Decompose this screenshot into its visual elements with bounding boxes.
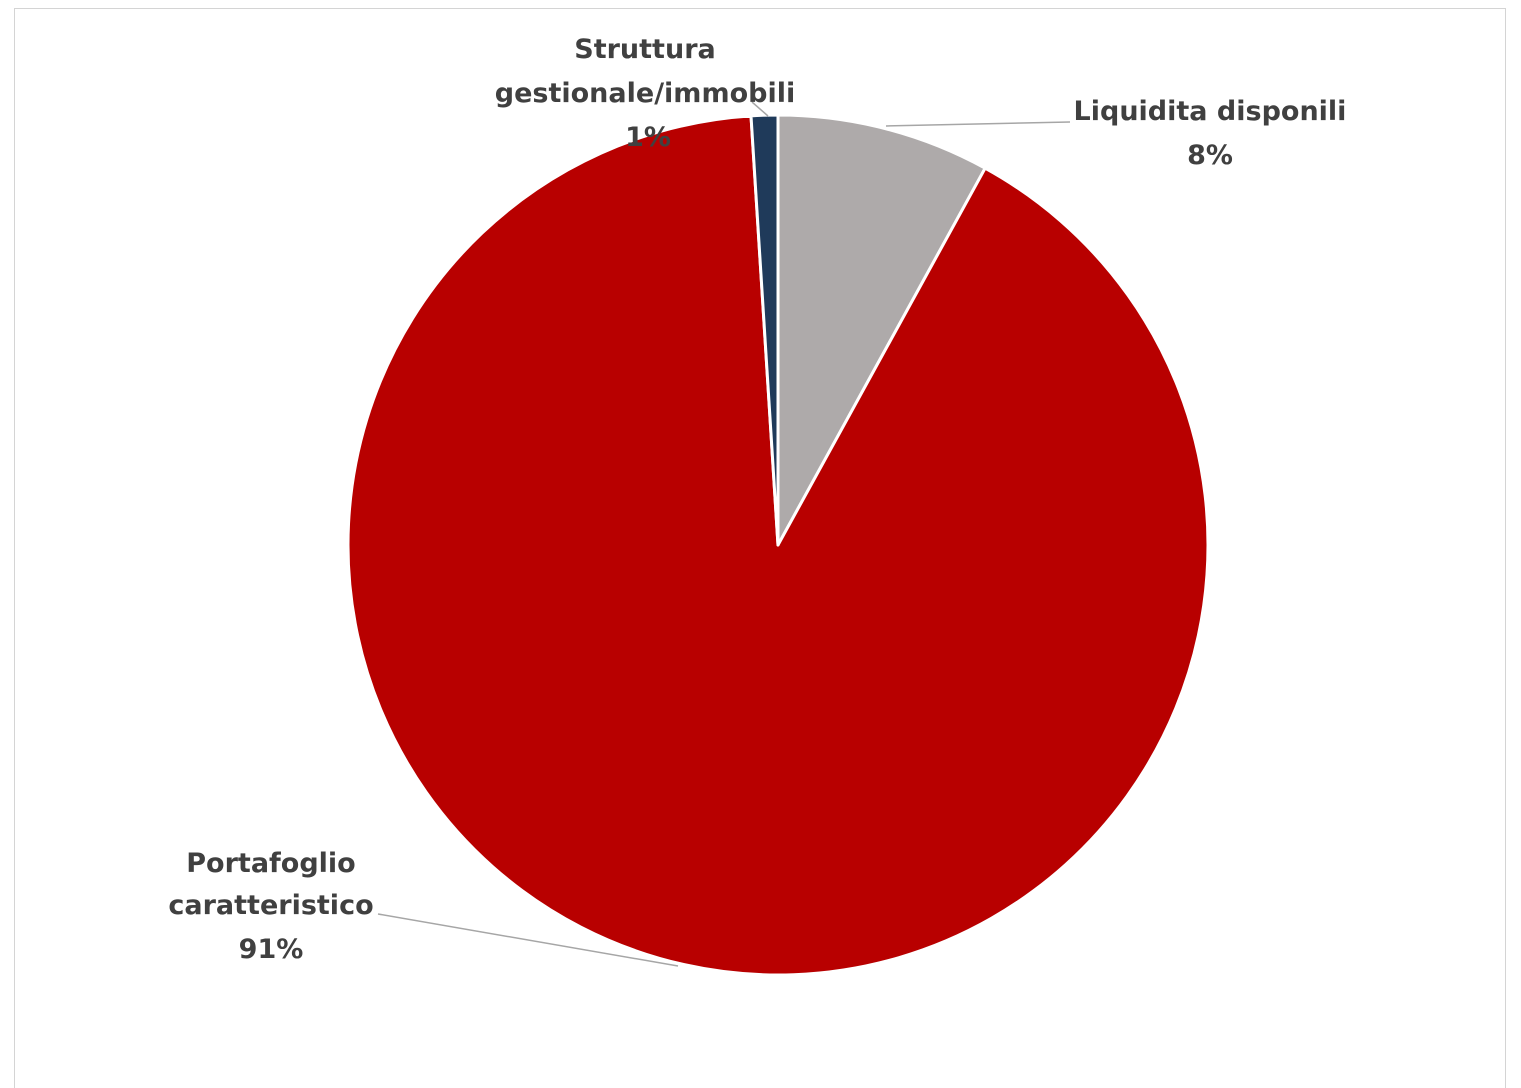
pie-slices [346, 113, 1210, 977]
leader-line-struttura [751, 101, 769, 117]
label-portafoglio-line2: caratteristico [168, 890, 373, 921]
label-struttura-line1: Struttura [574, 34, 715, 65]
leader-line-liquidita [885, 121, 1071, 127]
label-struttura-line2: gestionale/immobili [495, 78, 795, 109]
leader-lines [377, 101, 1071, 967]
label-liquidita-percent: 8% [1187, 140, 1233, 171]
slice-liquidita [776, 113, 987, 547]
leader-line-portafoglio [377, 913, 679, 967]
label-liquidita-name: Liquidita disponili [1074, 96, 1347, 127]
label-portafoglio-line1: Portafoglio [186, 848, 355, 879]
label-portafoglio-percent: 91% [239, 934, 304, 965]
label-struttura-percent: 1% [625, 122, 671, 153]
slice-struttura [749, 113, 780, 547]
chart-frame [14, 8, 1506, 1088]
